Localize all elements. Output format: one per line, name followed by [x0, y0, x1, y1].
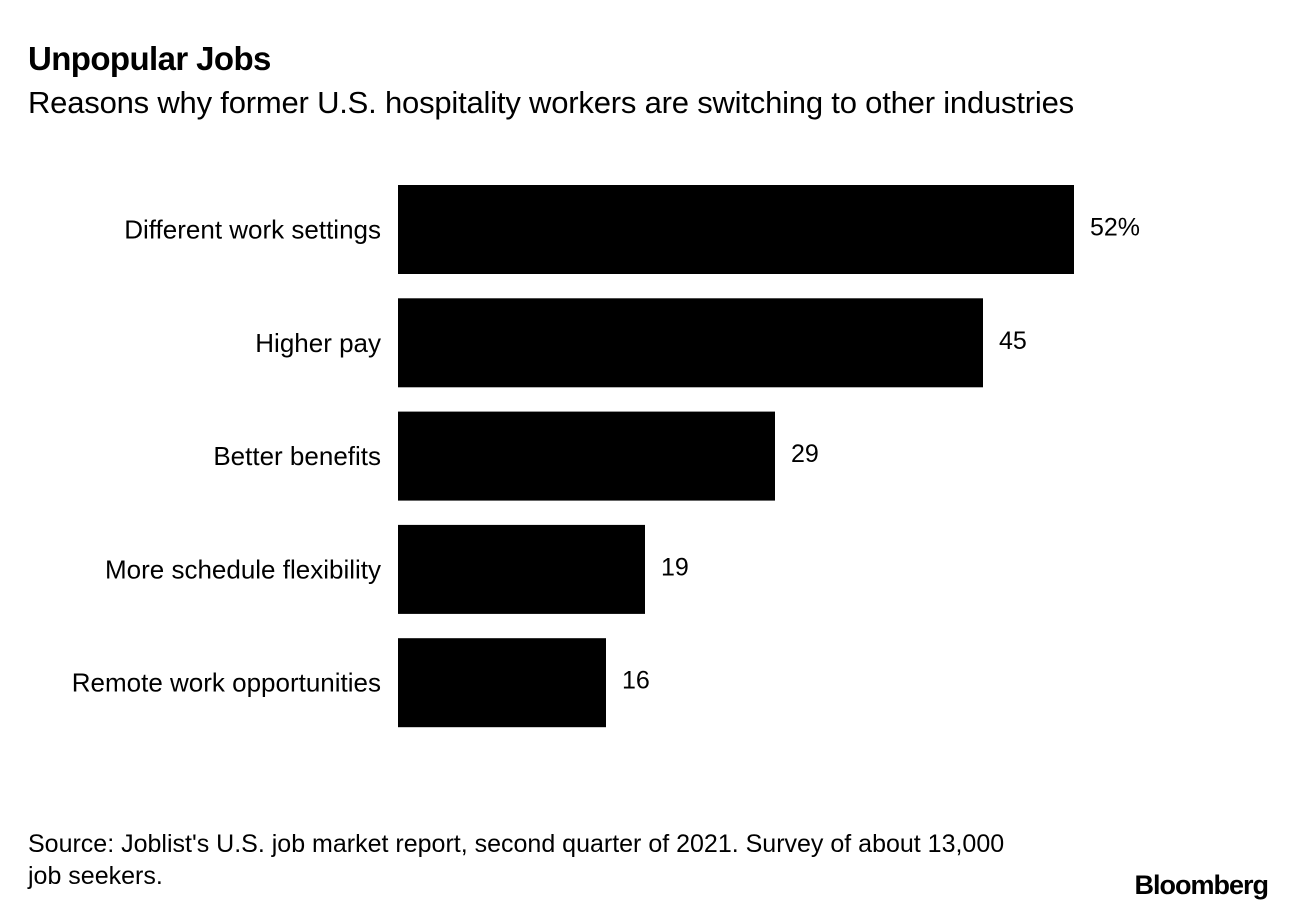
bloomberg-logo: Bloomberg: [1134, 870, 1269, 900]
bar: [398, 411, 775, 501]
value-label: 16: [622, 667, 650, 695]
category-label: More schedule flexibility: [105, 554, 381, 584]
category-label: Remote work opportunities: [72, 668, 381, 698]
category-label: Better benefits: [213, 441, 381, 471]
bar: [398, 298, 983, 388]
category-label: Higher pay: [255, 328, 381, 358]
value-label: 29: [791, 440, 819, 468]
chart-subtitle: Reasons why former U.S. hospitality work…: [28, 85, 1074, 120]
category-label: Different work settings: [124, 215, 381, 245]
value-label: 19: [661, 553, 689, 581]
value-label: 52%: [1090, 214, 1140, 242]
bar: [398, 524, 645, 614]
value-label: 45: [999, 327, 1027, 355]
bar: [398, 185, 1074, 274]
bar: [398, 638, 606, 728]
chart-title: Unpopular Jobs: [28, 40, 271, 77]
source-note: Source: Joblist's U.S. job market report…: [28, 830, 1005, 890]
